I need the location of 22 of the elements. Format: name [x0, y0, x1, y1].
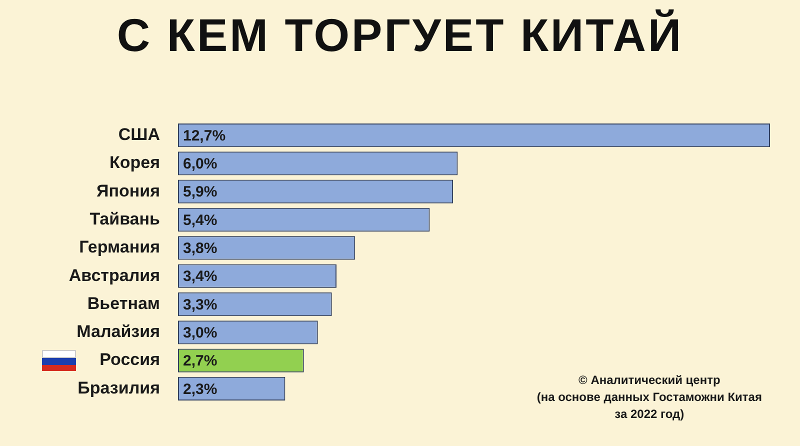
y-tick-label: Россия — [100, 350, 160, 370]
data-label: 3,4% — [183, 268, 218, 286]
data-label: 6,0% — [183, 156, 218, 173]
data-label: 3,0% — [183, 324, 218, 342]
y-tick-label: Корея — [109, 153, 160, 172]
chart-title: С КЕМ ТОРГУЕТ КИТАЙ — [116, 8, 684, 62]
y-tick-label: Малайзия — [76, 322, 160, 342]
y-tick-label: Япония — [96, 181, 160, 200]
data-label: 3,8% — [183, 240, 218, 258]
y-tick-label: Бразилия — [78, 378, 160, 398]
y-tick-label: США — [118, 124, 160, 144]
data-label: 12,7% — [183, 127, 226, 144]
data-label: 3,3% — [183, 296, 218, 314]
y-tick-label: Германия — [79, 238, 160, 257]
data-label: 2,7% — [183, 352, 218, 370]
data-label: 2,3% — [183, 380, 218, 398]
data-label: 5,4% — [183, 212, 218, 229]
annotation: © Аналитический центр (на основе данных Гостаможни Китая за 2022 год) — [536, 372, 762, 423]
data-label: 5,9% — [183, 184, 218, 201]
y-tick-label: Вьетнам — [87, 294, 160, 313]
y-tick-label: Австралия — [68, 266, 160, 285]
y-tick-label: Тайвань — [90, 209, 160, 228]
